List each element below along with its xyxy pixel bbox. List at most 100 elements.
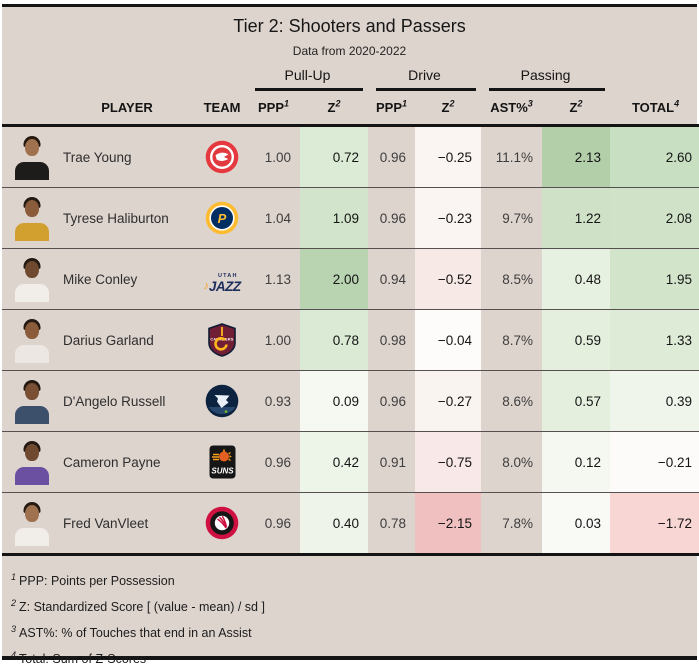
player-name: Darius Garland xyxy=(57,309,197,371)
col-drive-ppp: PPP1 xyxy=(368,91,415,127)
avatar-jersey xyxy=(15,467,49,485)
avatar-head xyxy=(25,444,39,461)
col-pullup-z: Z2 xyxy=(300,91,368,127)
passing-z-cell: 0.48 xyxy=(542,248,611,310)
jazz-logo: UTAH ♪ JAZZ xyxy=(203,273,241,294)
player-name: Cameron Payne xyxy=(57,431,197,493)
drive-z-cell: −0.27 xyxy=(415,370,482,432)
player-row: Fred VanVleet 0.96 0.40 0.78 −2.15 7.8% xyxy=(2,492,699,556)
team-logo-cell: UTAH ♪ JAZZ xyxy=(197,248,247,310)
group-passing: Passing xyxy=(481,62,610,91)
ast-pct-cell: 8.5% xyxy=(481,248,543,310)
svg-text:SUNS: SUNS xyxy=(211,467,234,476)
avatar-jersey xyxy=(15,284,49,302)
col-photo-spacer xyxy=(2,91,57,127)
raptors-logo xyxy=(205,506,239,540)
player-photo xyxy=(12,195,52,241)
avatar-jersey xyxy=(15,162,49,180)
jazz-word-text: JAZZ xyxy=(208,278,241,294)
passing-z-cell: 0.57 xyxy=(542,370,611,432)
ast-pct-cell: 9.7% xyxy=(481,187,543,249)
table-panel: Tier 2: Shooters and Passers Data from 2… xyxy=(2,4,699,664)
player-row: Trae Young 1.00 0.72 0.96 −0.25 11.1% xyxy=(2,125,699,188)
player-photo-cell xyxy=(2,370,57,432)
pullup-z-cell: 2.00 xyxy=(300,248,368,310)
team-logo-cell xyxy=(197,126,247,188)
footnote-total: 4 Total: Sum of Z-Scores xyxy=(11,650,147,664)
drive-ppp-cell: 0.96 xyxy=(379,149,406,165)
col-team: TEAM xyxy=(197,91,247,127)
drive-z-cell: −2.15 xyxy=(415,492,482,556)
total-cell: −0.21 xyxy=(610,431,699,493)
team-logo-cell xyxy=(197,370,247,432)
player-photo-cell xyxy=(2,309,57,371)
avatar-head xyxy=(25,261,39,278)
team-logo-cell xyxy=(197,492,247,556)
pullup-z-cell: 0.72 xyxy=(300,125,368,188)
total-cell: 0.39 xyxy=(610,370,699,432)
timberwolves-logo xyxy=(205,384,239,418)
ast-pct-cell: 8.0% xyxy=(481,431,543,493)
pullup-ppp-cell: 0.96 xyxy=(247,431,300,493)
total-cell: 1.33 xyxy=(610,309,699,371)
player-name: Mike Conley xyxy=(57,248,197,310)
team-logo-cell: P xyxy=(197,187,247,249)
col-ast: AST%3 xyxy=(481,91,543,127)
total-cell: −1.72 xyxy=(610,492,699,556)
footnote-ppp: 1 PPP: Points per Possession xyxy=(11,572,175,589)
drive-z-cell: −0.52 xyxy=(415,248,482,310)
total-cell: 1.95 xyxy=(610,248,699,310)
player-name: Tyrese Haliburton xyxy=(57,187,197,249)
player-row: D'Angelo Russell 0.93 0.09 0.96 −0.27 8.… xyxy=(2,370,699,432)
ast-pct-cell: 7.8% xyxy=(481,492,543,556)
pullup-ppp-cell: 0.93 xyxy=(247,370,300,432)
drive-ppp-cell: 0.91 xyxy=(368,431,415,493)
player-name: Trae Young xyxy=(63,149,132,165)
ast-pct-cell: 8.7% xyxy=(481,309,543,371)
drive-ppp-cell: 0.96 xyxy=(368,187,415,249)
footnote-z: 2 Z: Standardized Score [ (value - mean) … xyxy=(11,598,265,615)
ast-pct-cell: 11.1% xyxy=(495,149,534,165)
avatar-jersey xyxy=(15,406,49,424)
player-row: Darius Garland CAVALIERS 1.00 0.78 0.98 … xyxy=(2,309,699,371)
avatar-head xyxy=(25,505,39,522)
team-logo-cell: CAVALIERS xyxy=(197,309,247,371)
pullup-z-cell: 0.40 xyxy=(300,492,368,556)
player-photo-cell xyxy=(2,248,57,310)
player-photo xyxy=(12,256,52,302)
player-photo-cell xyxy=(2,187,57,249)
pullup-ppp-cell: 0.96 xyxy=(247,492,300,556)
drive-z-cell: −0.04 xyxy=(415,309,482,371)
player-photo xyxy=(12,439,52,485)
pullup-ppp-cell: 1.13 xyxy=(247,248,300,310)
avatar-head xyxy=(25,322,39,339)
pullup-ppp-cell: 1.00 xyxy=(264,149,291,165)
player-row: Tyrese Haliburton P 1.04 1.09 0.96 −0.23… xyxy=(2,187,699,249)
avatar-head xyxy=(25,139,39,156)
passing-z-cell: 0.12 xyxy=(542,431,611,493)
column-header-row: PLAYER TEAM PPP1 Z2 PPP1 Z2 AST%3 Z2 TOT… xyxy=(2,91,699,127)
footnote-ast: 3 AST%: % of Touches that end in an Assis… xyxy=(11,624,252,641)
drive-z-cell: −0.23 xyxy=(415,187,482,249)
avatar-jersey xyxy=(15,528,49,546)
avatar-jersey xyxy=(15,223,49,241)
cavaliers-logo: CAVALIERS xyxy=(208,323,236,357)
team-logo-cell: SUNS xyxy=(197,431,247,493)
group-spacer xyxy=(610,62,699,91)
avatar-head xyxy=(25,383,39,400)
chart-subtitle: Data from 2020-2022 xyxy=(292,44,407,58)
passing-z-cell: 1.22 xyxy=(542,187,611,249)
passing-z-cell: 0.03 xyxy=(542,492,611,556)
col-pullup-ppp: PPP1 xyxy=(247,91,300,127)
pullup-z-cell: 0.78 xyxy=(300,309,368,371)
avatar-jersey xyxy=(15,345,49,363)
player-photo xyxy=(12,500,52,546)
passing-z-cell: 2.13 xyxy=(542,125,611,188)
pacers-logo: P xyxy=(205,201,239,235)
pullup-z-cell: 0.09 xyxy=(300,370,368,432)
pullup-ppp-cell: 1.04 xyxy=(247,187,300,249)
group-drive: Drive xyxy=(368,62,481,91)
player-photo-cell xyxy=(2,492,57,556)
drive-z-cell: −0.25 xyxy=(415,125,482,188)
group-pullup: Pull-Up xyxy=(247,62,368,91)
